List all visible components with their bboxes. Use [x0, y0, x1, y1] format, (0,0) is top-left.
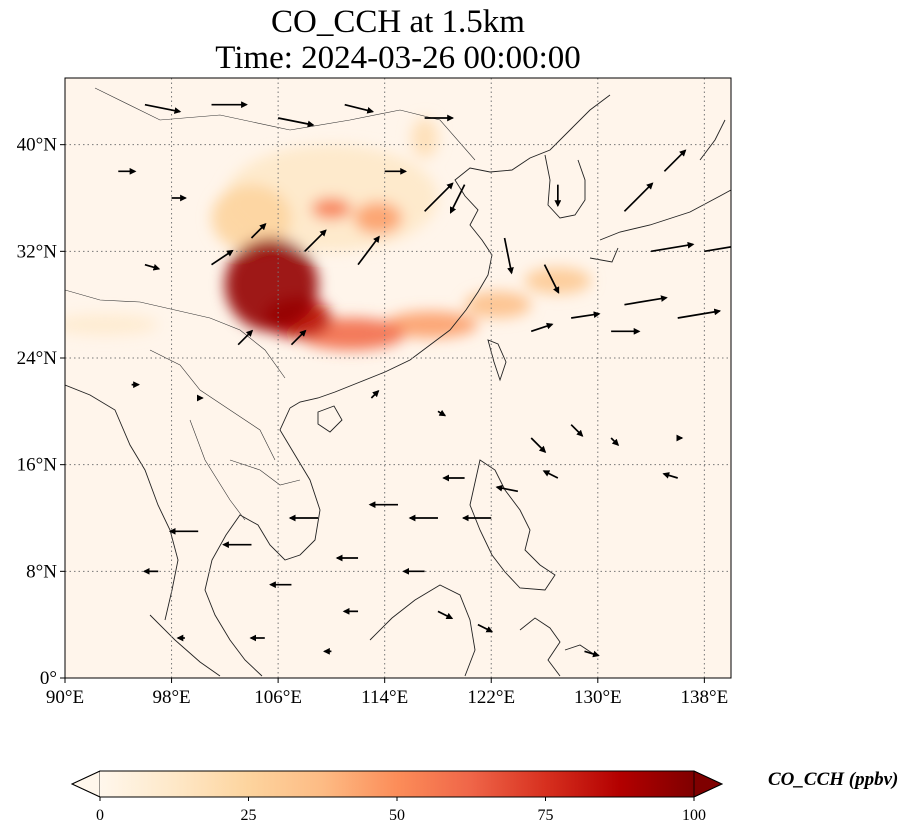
colorbar-ticks: 0 25 50 75 100 [96, 797, 706, 824]
map-title-line1: CO_CCH at 1.5km [271, 4, 525, 40]
lat-tick-label: 24°N [17, 348, 58, 369]
wind-arrow [290, 329, 307, 346]
china-coastline [289, 94, 611, 409]
colorbar-extend-max [693, 770, 723, 798]
wind-arrow [663, 149, 687, 172]
wind-arrow [610, 437, 620, 446]
newguinea-coastline [564, 644, 596, 656]
wind-arrow [571, 311, 601, 319]
co-plume-region [311, 198, 352, 220]
coastlines [65, 94, 731, 677]
wind-arrow [662, 472, 678, 479]
wind-arrow [543, 264, 560, 294]
co-plume-region [65, 314, 159, 336]
co-concentration-layer [65, 118, 592, 350]
wind-arrow [449, 184, 466, 214]
wind-arrow [542, 470, 559, 479]
lon-tick-label: 90°E [46, 687, 84, 708]
wind-arrow [530, 437, 547, 453]
map-axes: 90°E 98°E 106°E 114°E 122°E 130°E 138°E 0° 8°N 16… [17, 135, 729, 708]
wind-arrow [503, 237, 514, 275]
co-plume-region [384, 311, 478, 338]
lon-tick-label: 98°E [152, 687, 190, 708]
indochina-coastline [204, 407, 321, 677]
wind-vectors [118, 101, 731, 658]
map-frame [64, 77, 732, 679]
colorbar-tick-label: 50 [389, 807, 405, 824]
lat-tick-label: 0° [40, 668, 57, 689]
co-plume-region [524, 267, 592, 294]
wind-arrow [623, 182, 654, 212]
wind-arrow [250, 223, 267, 239]
co-plume-region [411, 118, 438, 158]
lat-tick-label: 8°N [26, 561, 57, 582]
colorbar-tick-label: 75 [538, 807, 554, 824]
lon-tick-label: 114°E [361, 687, 408, 708]
myanmar-coastline [65, 384, 179, 621]
wind-arrow [437, 409, 447, 417]
sumatra-coastline [149, 614, 221, 677]
sulawesi-coastline [519, 617, 561, 677]
lat-tick-label: 32°N [17, 241, 58, 262]
wind-arrow [495, 484, 519, 493]
philippines-coastline [469, 459, 556, 591]
wind-arrow [237, 329, 254, 346]
colorbar-extend-min [71, 770, 101, 798]
co-plume-region [224, 237, 319, 332]
wind-arrow [570, 424, 584, 437]
co-plume-region [211, 184, 292, 252]
colorbar-tick-label: 25 [241, 807, 257, 824]
map-title-line2: Time: 2024-03-26 00:00:00 [215, 40, 581, 76]
wind-arrow [211, 249, 234, 266]
colorbar: 0 25 50 75 100 [70, 770, 724, 824]
co-plume-region [354, 202, 402, 234]
wind-arrow [370, 390, 380, 399]
lon-tick-label: 138°E [681, 687, 729, 708]
wind-arrow [584, 650, 600, 658]
wind-arrow [624, 295, 668, 306]
wind-arrow [530, 322, 554, 333]
lon-tick-label: 106°E [254, 687, 302, 708]
wind-arrow [704, 246, 731, 253]
wind-arrow [424, 182, 454, 212]
wind-arrow [437, 610, 454, 620]
colorbar-body [100, 771, 694, 797]
wind-arrow [144, 103, 182, 114]
lon-tick-label: 122°E [467, 687, 515, 708]
colorbar-tick-label: 100 [682, 807, 706, 824]
wind-arrow [357, 235, 380, 266]
hainan-coastline [317, 405, 343, 433]
colorbar-tick-label: 0 [96, 807, 104, 824]
lon-tick-label: 130°E [574, 687, 622, 708]
wind-arrow [677, 308, 722, 319]
wind-arrow [344, 103, 375, 114]
co-plume-region [464, 291, 532, 318]
wind-arrow [277, 117, 315, 128]
colorbar-title: CO_CCH (ppbv) [768, 769, 899, 790]
borneo-coastline [369, 584, 476, 677]
lat-tick-label: 40°N [17, 135, 58, 156]
wind-arrow [144, 263, 161, 271]
lat-tick-label: 16°N [17, 455, 58, 476]
lat-lon-gridlines [65, 78, 731, 678]
korea-coastline [544, 154, 586, 219]
wind-arrow [477, 623, 494, 633]
wind-arrow [304, 229, 327, 252]
wind-arrow [650, 241, 695, 253]
